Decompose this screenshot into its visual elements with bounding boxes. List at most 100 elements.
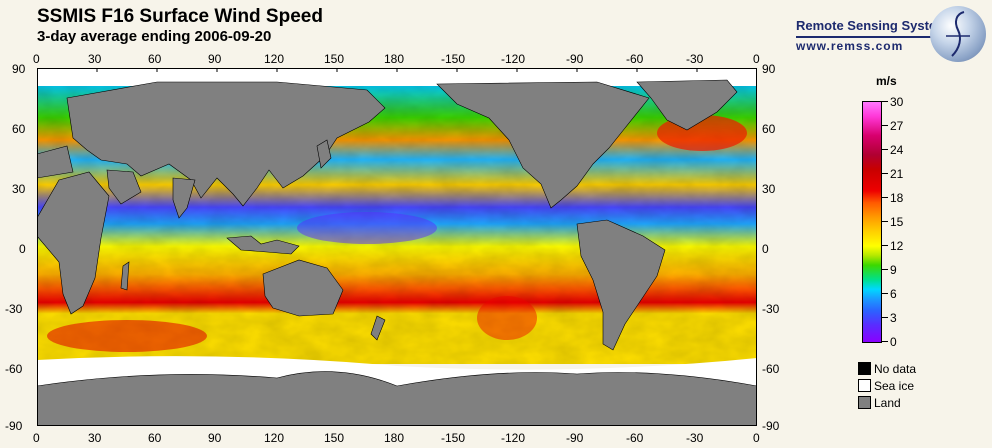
colorbar-label: 9 <box>890 263 897 277</box>
lon-bottom-label: 0 <box>753 431 760 445</box>
colorbar-label: 21 <box>890 167 904 181</box>
land-new-zealand <box>370 315 386 341</box>
remss-logo[interactable]: Remote Sensing Systems www.remss.com <box>790 6 990 62</box>
land-eurasia <box>66 81 386 207</box>
lat-right-label: -30 <box>762 302 780 316</box>
logo-name: Remote Sensing Systems <box>796 18 955 33</box>
lat-left-label: -30 <box>5 302 23 316</box>
colorbar-tick <box>882 341 888 342</box>
land-antarctica <box>37 371 757 426</box>
logo-rule <box>796 36 946 38</box>
lon-bottom-label: -60 <box>626 431 644 445</box>
lon-top-label: -120 <box>501 52 526 66</box>
globe-icon <box>930 6 986 62</box>
colorbar-tick <box>882 245 888 246</box>
legend-swatch-no-data <box>858 362 871 375</box>
lon-bottom-label: -120 <box>501 431 526 445</box>
legend-swatch-sea-ice <box>858 379 871 392</box>
colorbar-label: 18 <box>890 191 904 205</box>
lon-top-label: 60 <box>148 52 162 66</box>
page-title: SSMIS F16 Surface Wind Speed <box>37 6 323 27</box>
colorbar-tick <box>882 317 888 318</box>
land-indonesia <box>226 235 300 255</box>
lon-bottom-label: -90 <box>566 431 584 445</box>
land-japan <box>316 139 332 169</box>
lat-right-label: 0 <box>762 242 769 256</box>
land-india <box>172 177 196 219</box>
land-south-america <box>576 219 666 351</box>
legend-land: Land <box>858 396 901 410</box>
lat-right-label: 30 <box>762 182 776 196</box>
lon-bottom-label: 60 <box>148 431 162 445</box>
land-europe-west <box>37 145 74 179</box>
lat-right-label: -60 <box>762 362 780 376</box>
lat-left-label: 60 <box>12 122 26 136</box>
colorbar-tick <box>882 197 888 198</box>
colorbar-tick <box>882 293 888 294</box>
page-subtitle: 3-day average ending 2006-09-20 <box>37 28 272 45</box>
tick-marks <box>37 68 698 72</box>
land-masses <box>37 79 757 426</box>
lon-top-label: 120 <box>264 52 285 66</box>
land-australia <box>262 259 344 317</box>
arctic-sea-ice <box>37 68 757 86</box>
lon-bottom-label: 30 <box>88 431 102 445</box>
lon-top-label: 180 <box>384 52 405 66</box>
lon-top-label: 0 <box>33 52 40 66</box>
lon-bottom-label: 120 <box>264 431 285 445</box>
legend-sea-ice: Sea ice <box>858 379 914 393</box>
colorbar-label: 12 <box>890 239 904 253</box>
lat-right-label: 60 <box>762 122 776 136</box>
colorbar-label: 0 <box>890 335 897 349</box>
lon-bottom-label: 90 <box>208 431 222 445</box>
lon-bottom-label: 150 <box>324 431 345 445</box>
lat-left-label: -60 <box>5 362 23 376</box>
legend-label: Land <box>874 396 901 410</box>
lat-left-label: -90 <box>5 419 23 433</box>
lon-top-label: -150 <box>441 52 466 66</box>
colorbar-label: 24 <box>890 143 904 157</box>
colorbar-label: 30 <box>890 95 904 109</box>
colorbar-tick <box>882 221 888 222</box>
lon-top-label: 150 <box>324 52 345 66</box>
colorbar-tick <box>882 269 888 270</box>
colorbar-label: 27 <box>890 119 904 133</box>
lon-top-label: 90 <box>208 52 222 66</box>
lon-bottom-label: 0 <box>33 431 40 445</box>
southern-ocean-high-wind <box>47 320 207 352</box>
land-north-america <box>436 81 650 209</box>
land-greenland <box>636 79 738 131</box>
colorbar <box>862 101 882 343</box>
land-arabia <box>106 169 142 205</box>
lon-top-label: -30 <box>686 52 704 66</box>
southern-ocean-high-wind-2 <box>477 296 537 340</box>
colorbar-unit: m/s <box>876 74 897 88</box>
legend-no-data: No data <box>858 362 916 376</box>
colorbar-label: 6 <box>890 287 897 301</box>
lon-bottom-label: -150 <box>441 431 466 445</box>
colorbar-tick <box>882 125 888 126</box>
lat-right-label: 90 <box>762 62 776 76</box>
land-madagascar <box>120 261 130 291</box>
lon-top-label: -60 <box>626 52 644 66</box>
colorbar-tick <box>882 101 888 102</box>
lat-right-label: -90 <box>762 419 780 433</box>
lon-bottom-label: -30 <box>686 431 704 445</box>
lon-bottom-label: 180 <box>384 431 405 445</box>
lat-left-label: 30 <box>12 182 26 196</box>
lon-top-label: -90 <box>566 52 584 66</box>
lon-top-label: 0 <box>753 52 760 66</box>
wind-speed-map <box>37 68 757 426</box>
colorbar-tick <box>882 149 888 150</box>
colorbar-label: 3 <box>890 311 897 325</box>
colorbar-tick <box>882 173 888 174</box>
legend-label: No data <box>874 362 917 376</box>
colorbar-label: 15 <box>890 215 904 229</box>
lat-left-label: 0 <box>19 242 26 256</box>
legend-label: Sea ice <box>874 379 915 393</box>
lon-top-label: 30 <box>88 52 102 66</box>
land-africa <box>37 171 110 315</box>
calm-west-pacific <box>297 212 437 244</box>
lat-left-label: 90 <box>12 62 26 76</box>
logo-url[interactable]: www.remss.com <box>796 39 904 53</box>
